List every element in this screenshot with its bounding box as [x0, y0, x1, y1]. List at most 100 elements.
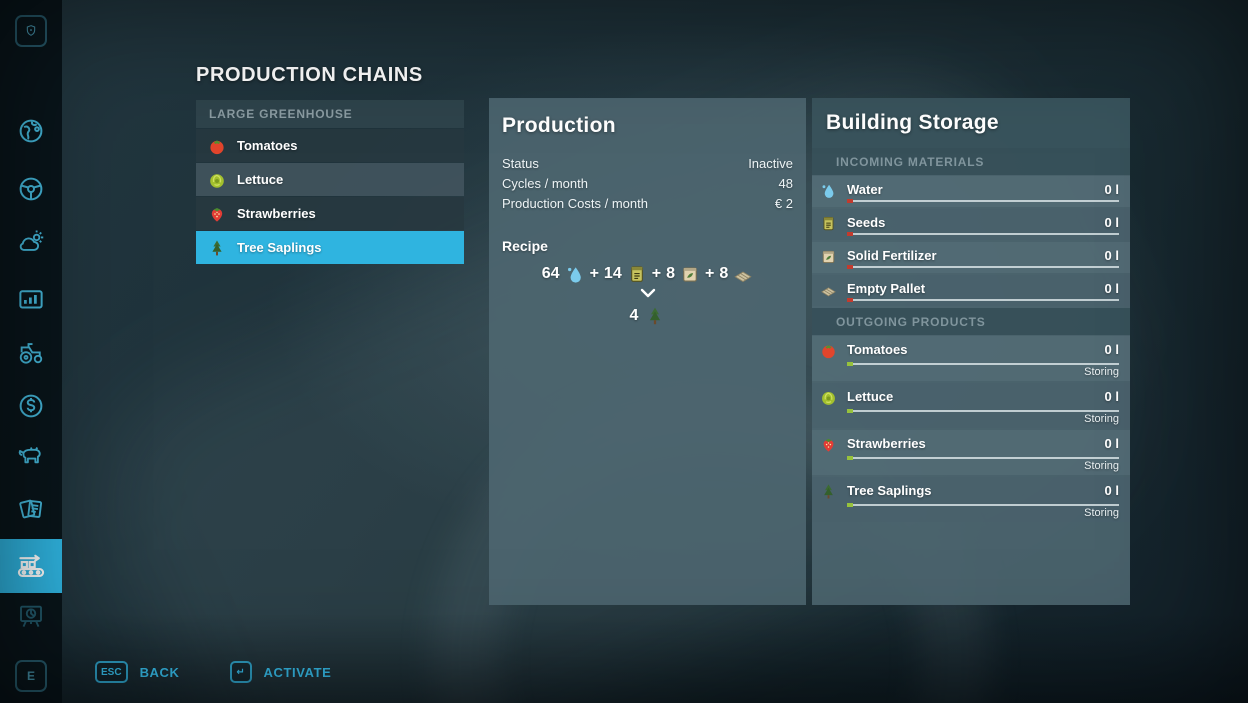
tree-sapling-icon — [208, 239, 226, 257]
sidebar-item-production-chains[interactable] — [0, 539, 62, 593]
storage-row-value: 0 l — [1104, 215, 1119, 230]
top-key-badge — [15, 15, 47, 47]
sidebar: E — [0, 0, 62, 703]
recipe-qty: 8 — [719, 265, 729, 282]
strawberry-icon — [820, 436, 837, 453]
sidebar-item-statistics[interactable] — [16, 285, 46, 315]
fill-level-marker — [847, 362, 853, 366]
recipe-qty: 8 — [666, 265, 675, 282]
chain-row-label: Strawberries — [237, 206, 316, 221]
sidebar-item-contracts[interactable] — [16, 494, 46, 524]
recipe-qty: 14 — [603, 265, 622, 282]
recipe-inputs: 64 + 14 + 8 + 8 — [489, 264, 806, 284]
tomato-icon — [820, 342, 837, 359]
building-storage-panel: Building Storage INCOMING MATERIALS Wate… — [812, 98, 1130, 605]
finances-icon — [19, 394, 43, 418]
seeds-icon — [820, 215, 837, 232]
storage-row-solid-fertilizer[interactable]: Solid Fertilizer 0 l — [812, 242, 1130, 273]
storage-row-water[interactable]: Water 0 l — [812, 176, 1130, 207]
storage-row-tree-saplings[interactable]: Tree Saplings 0 l Storing — [812, 477, 1130, 522]
plus-sign: + — [651, 265, 662, 282]
recipe-qty: 64 — [541, 265, 560, 282]
back-button[interactable]: BACK — [139, 664, 180, 680]
plus-sign: + — [704, 265, 715, 282]
sidebar-item-map[interactable] — [16, 116, 46, 146]
pallet-icon — [733, 264, 753, 284]
chain-row-tomatoes[interactable]: Tomatoes — [196, 129, 464, 162]
tree-sapling-icon — [645, 306, 665, 326]
storage-row-empty-pallet[interactable]: Empty Pallet 0 l — [812, 275, 1130, 306]
fill-bar — [847, 363, 1119, 365]
storage-row-value: 0 l — [1104, 483, 1119, 498]
chain-row-strawberries[interactable]: Strawberries — [196, 197, 464, 230]
incoming-materials-label: INCOMING MATERIALS — [836, 154, 985, 169]
status-label: Status — [502, 155, 539, 171]
steering-wheel-icon — [19, 177, 43, 201]
fill-bar — [847, 457, 1119, 459]
fill-bar — [847, 410, 1119, 412]
plus-sign: + — [589, 265, 599, 282]
fertilizer-icon — [820, 248, 837, 265]
background-bottom-fade — [0, 613, 1248, 703]
activate-button[interactable]: ACTIVATE — [263, 664, 332, 680]
fill-bar — [847, 266, 1119, 268]
weather-icon — [19, 230, 44, 251]
fill-bar — [847, 233, 1119, 235]
status-value: Inactive — [748, 155, 793, 171]
lettuce-icon — [820, 389, 837, 406]
recipe-heading: Recipe — [502, 238, 548, 254]
storage-row-value: 0 l — [1104, 182, 1119, 197]
chain-row-label: Lettuce — [237, 172, 284, 187]
fill-level-marker — [847, 265, 853, 269]
strawberry-icon — [208, 205, 226, 223]
tomato-icon — [208, 137, 226, 155]
costs-label: Production Costs / month — [502, 195, 648, 211]
esc-key-badge[interactable]: ESC — [95, 661, 128, 683]
output-mode: Storing — [1084, 507, 1119, 519]
storage-row-label: Lettuce — [847, 389, 894, 404]
storage-row-strawberries[interactable]: Strawberries 0 l Storing — [812, 430, 1130, 475]
chains-group-label: LARGE GREENHOUSE — [209, 107, 353, 121]
sidebar-item-map-board[interactable] — [16, 601, 46, 631]
storage-row-seeds[interactable]: Seeds 0 l — [812, 209, 1130, 240]
storage-row-tomatoes[interactable]: Tomatoes 0 l Storing — [812, 336, 1130, 381]
incoming-materials-header: INCOMING MATERIALS — [812, 148, 1130, 175]
storage-row-label: Strawberries — [847, 436, 926, 451]
storage-row-lettuce[interactable]: Lettuce 0 l Storing — [812, 383, 1130, 428]
status-row: Status Inactive — [502, 153, 793, 173]
sidebar-item-vehicles[interactable] — [16, 174, 46, 204]
sidebar-item-finances[interactable] — [16, 391, 46, 421]
storage-row-value: 0 l — [1104, 342, 1119, 357]
chain-row-tree-saplings[interactable]: Tree Saplings — [196, 231, 464, 264]
fill-bar — [847, 504, 1119, 506]
storage-row-label: Solid Fertilizer — [847, 248, 937, 263]
contracts-icon — [19, 499, 43, 519]
chain-row-lettuce[interactable]: Lettuce — [196, 163, 464, 196]
shield-icon — [26, 25, 36, 36]
storage-row-value: 0 l — [1104, 389, 1119, 404]
water-icon — [820, 182, 837, 199]
sidebar-item-weather[interactable] — [16, 228, 46, 258]
storage-row-label: Tomatoes — [847, 342, 908, 357]
storage-row-value: 0 l — [1104, 281, 1119, 296]
tree-sapling-icon — [820, 483, 837, 500]
recipe-output: 4 — [489, 306, 806, 326]
production-title: Production — [502, 114, 616, 137]
globe-icon — [19, 119, 43, 143]
outgoing-products-header: OUTGOING PRODUCTS — [812, 308, 1130, 335]
sidebar-item-animals[interactable] — [16, 441, 46, 471]
lettuce-icon — [208, 171, 226, 189]
esc-key-label: ESC — [101, 666, 122, 678]
footer-hints: ESC BACK ↵ ACTIVATE — [95, 661, 331, 683]
statistics-icon — [19, 290, 43, 309]
fill-level-marker — [847, 298, 853, 302]
sidebar-item-vehicles-shop[interactable] — [16, 338, 46, 368]
fill-level-marker — [847, 503, 853, 507]
cycles-label: Cycles / month — [502, 175, 588, 191]
enter-key-badge[interactable]: ↵ — [229, 661, 252, 683]
water-icon — [565, 264, 585, 284]
storage-row-value: 0 l — [1104, 436, 1119, 451]
chain-row-label: Tomatoes — [237, 138, 298, 153]
production-info: Status Inactive Cycles / month 48 Produc… — [502, 153, 793, 213]
